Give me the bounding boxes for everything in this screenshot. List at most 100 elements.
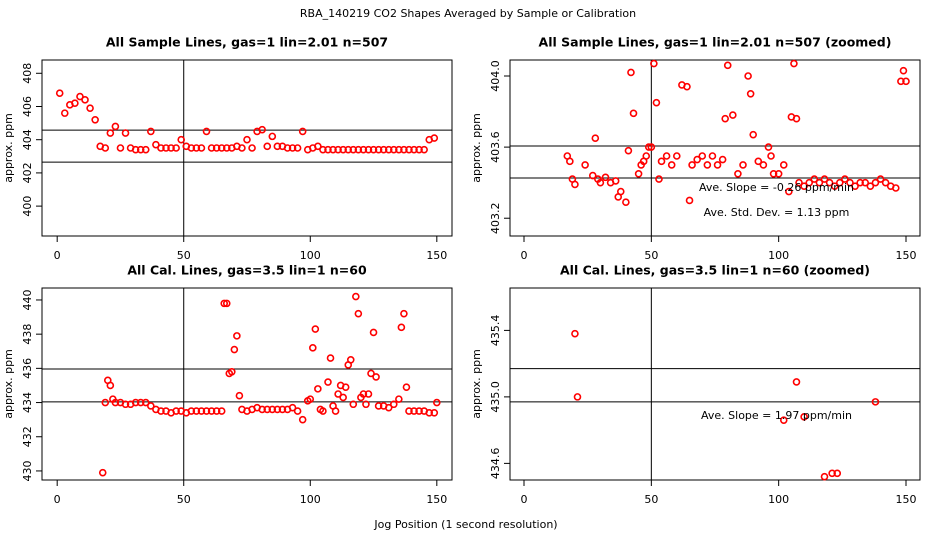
data-point xyxy=(683,82,691,91)
data-point xyxy=(774,169,783,178)
data-point xyxy=(739,161,747,169)
annotation: Ave. Slope = -0.26 ppm/min xyxy=(699,181,854,194)
data-point xyxy=(220,299,229,308)
y-tick-label: 435.4 xyxy=(489,315,502,347)
data-point xyxy=(293,407,302,415)
data-point xyxy=(611,177,620,185)
x-tick-label: 100 xyxy=(300,493,321,506)
data-point xyxy=(339,393,347,402)
data-point xyxy=(629,109,638,118)
data-point xyxy=(693,155,701,164)
data-point xyxy=(397,323,406,332)
data-point xyxy=(311,325,320,333)
data-point xyxy=(288,144,297,152)
data-point xyxy=(415,407,423,415)
data-point xyxy=(673,152,681,160)
y-axis-label: approx. ppm xyxy=(470,349,483,419)
data-point xyxy=(121,129,130,137)
data-point xyxy=(779,416,788,424)
data-point xyxy=(326,354,335,362)
y-tick-label: 436 xyxy=(21,358,34,379)
y-tick-label: 434 xyxy=(21,392,34,413)
data-point xyxy=(131,398,140,407)
data-point xyxy=(389,400,398,409)
data-point xyxy=(729,111,737,119)
data-point xyxy=(339,145,347,154)
data-point xyxy=(871,178,880,187)
data-point xyxy=(141,398,150,407)
data-point xyxy=(566,157,574,166)
data-point xyxy=(769,169,778,178)
data-point xyxy=(258,405,266,414)
data-point xyxy=(71,99,79,107)
data-point xyxy=(238,144,246,152)
data-point xyxy=(744,72,752,80)
data-point xyxy=(369,145,378,154)
data-point xyxy=(395,395,403,403)
data-point xyxy=(902,77,910,86)
data-point xyxy=(581,161,589,169)
data-point xyxy=(136,398,145,407)
data-point xyxy=(349,400,358,409)
data-point xyxy=(815,178,824,187)
data-point xyxy=(420,145,428,154)
plot-frame xyxy=(509,287,921,481)
data-point xyxy=(192,144,201,152)
x-tick-label: 0 xyxy=(54,249,61,262)
panel-title: All Sample Lines, gas=1 lin=2.01 n=507 (… xyxy=(539,35,892,50)
data-point xyxy=(800,182,808,191)
data-point xyxy=(334,390,342,398)
data-point xyxy=(283,144,292,152)
data-point xyxy=(810,175,819,183)
data-point xyxy=(425,409,434,417)
data-point xyxy=(111,122,120,131)
data-point xyxy=(652,98,661,107)
data-point xyxy=(616,187,625,196)
data-point xyxy=(111,398,120,407)
data-point xyxy=(374,145,383,154)
data-point xyxy=(405,407,413,415)
data-point xyxy=(157,407,165,415)
x-tick-label: 0 xyxy=(54,493,61,506)
data-point xyxy=(309,344,317,352)
data-point xyxy=(395,145,403,154)
data-point xyxy=(571,329,579,338)
y-tick-label: 434.6 xyxy=(489,448,502,480)
data-point xyxy=(405,145,413,154)
data-point xyxy=(162,144,170,152)
data-point xyxy=(341,383,350,391)
y-tick-label: 408 xyxy=(21,63,34,84)
data-point xyxy=(734,169,742,178)
x-tick-label: 50 xyxy=(644,493,658,506)
data-point xyxy=(268,132,277,141)
plot-frame xyxy=(41,59,453,237)
data-point xyxy=(278,405,287,414)
data-point xyxy=(212,144,221,152)
data-point xyxy=(430,134,439,142)
data-point xyxy=(410,145,418,154)
data-point xyxy=(703,161,712,169)
y-axis-label: approx. ppm xyxy=(2,349,15,419)
y-tick-label: 403.6 xyxy=(489,131,502,163)
data-point xyxy=(212,407,221,415)
data-point xyxy=(121,400,130,409)
data-point xyxy=(197,144,206,152)
data-point xyxy=(298,127,307,136)
data-point xyxy=(344,145,353,154)
data-point xyxy=(293,144,302,152)
data-point xyxy=(207,407,216,415)
y-tick-label: 403.2 xyxy=(489,202,502,234)
data-point xyxy=(830,182,839,191)
data-point xyxy=(634,169,643,178)
data-point xyxy=(881,178,890,187)
data-point xyxy=(106,381,115,390)
data-point xyxy=(207,144,216,152)
data-point xyxy=(642,152,651,160)
x-tick-label: 50 xyxy=(177,249,191,262)
data-point xyxy=(846,178,854,187)
data-point xyxy=(202,407,211,415)
data-point xyxy=(273,405,282,414)
data-point xyxy=(60,109,69,117)
data-point xyxy=(228,367,236,376)
data-point xyxy=(785,187,793,196)
